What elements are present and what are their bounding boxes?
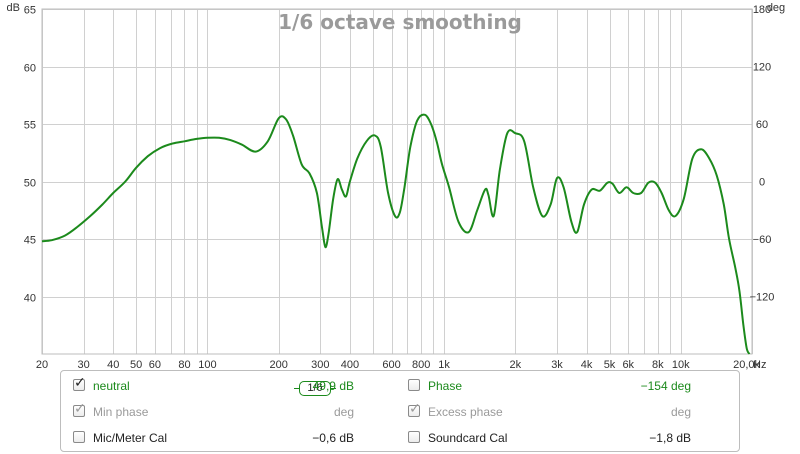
x-tick-label: 2k [510,359,522,370]
mic-meter-cal-checkbox[interactable] [73,431,85,443]
x-tick-label: 80 [178,359,190,370]
legend-row-min-phase: Min phase deg Excess phase deg [61,399,739,425]
y-left-tick-label: 50 [24,178,36,190]
plot-frame [41,8,753,355]
neutral-checkbox[interactable] [73,375,86,391]
x-tick-label: 10k [672,359,690,370]
x-tick-label: 40 [107,359,119,370]
x-tick-label: 5k [604,359,616,370]
series-line-neutral [41,113,751,355]
x-tick-label: 6k [622,359,634,370]
y-left-tick-label: 45 [24,235,36,247]
excess-phase-value: deg [670,405,691,419]
soundcard-cal-label: Soundcard Cal [428,431,508,445]
x-tick-label: 30 [78,359,90,370]
x-tick-label: 50 [130,359,142,370]
y-left-unit-label: dB [7,2,20,14]
min-phase-checkbox[interactable] [73,401,86,417]
y-right-tick-label: −120 [750,292,775,304]
x-tick-label: 3k [551,359,563,370]
excess-phase-label: Excess phase [428,405,503,419]
y-right-tick-label: 180 [753,4,771,16]
x-tick-label: 600 [382,359,400,370]
phase-checkbox[interactable] [408,379,420,391]
x-tick-label: 300 [311,359,329,370]
min-phase-value: deg [333,405,354,419]
x-tick-label: 800 [412,359,430,370]
frequency-response-chart[interactable]: 1/6 octave smoothing dB deg Hz 65 60 55 50 4… [0,0,800,370]
x-tick-label: 4k [581,359,593,370]
x-tick-label: 400 [341,359,359,370]
legend-row-neutral: neutral 1/6 49,9 dB Phase −154 deg [61,373,739,399]
x-tick-label: 20 [36,359,48,370]
y-right-tick-label: 60 [756,119,768,131]
soundcard-cal-checkbox[interactable] [408,431,420,443]
x-tick-label: 8k [652,359,664,370]
y-right-tick-label: −60 [753,234,772,246]
y-left-tick-label: 40 [24,293,36,305]
smoothing-selector[interactable]: 1/6 [294,381,336,396]
legend-row-calibration: Mic/Meter Cal −0,6 dB Soundcard Cal −1,8… [61,425,739,451]
y-right-tick-label: 120 [753,62,771,74]
chart-title: 1/6 octave smoothing [278,10,522,34]
min-phase-label: Min phase [93,405,149,419]
excess-phase-checkbox[interactable] [408,401,421,417]
neutral-label: neutral [93,379,130,393]
neutral-value: 49,9 dB [312,379,354,393]
x-tick-label: 20,0k [733,359,760,370]
mic-meter-cal-value: −0,6 dB [312,431,354,445]
mic-meter-cal-label: Mic/Meter Cal [93,431,168,445]
y-left-tick-label: 55 [24,120,36,132]
x-tick-label: 100 [198,359,216,370]
y-right-unit-label: deg [767,2,785,14]
chart-grid [42,9,753,354]
legend-panel: neutral 1/6 49,9 dB Phase −154 deg Min p… [60,370,740,452]
y-right-tick-label: 0 [759,177,765,189]
phase-value: −154 deg [640,379,691,393]
x-tick-label: 200 [269,359,287,370]
y-left-tick-label: 65 [24,5,36,17]
phase-label: Phase [428,379,463,393]
x-tick-label: 60 [149,359,161,370]
series-layer [41,113,751,355]
y-left-tick-label: 60 [24,63,36,75]
soundcard-cal-value: −1,8 dB [649,431,691,445]
x-tick-label: 1k [438,359,450,370]
x-unit-label: Hz [753,359,766,370]
